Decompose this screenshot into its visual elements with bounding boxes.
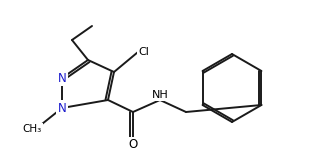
Text: O: O xyxy=(128,138,138,151)
Text: N: N xyxy=(58,101,66,115)
Text: CH₃: CH₃ xyxy=(23,124,42,134)
Text: N: N xyxy=(58,72,66,84)
Text: Cl: Cl xyxy=(138,47,149,57)
Text: NH: NH xyxy=(151,90,168,100)
